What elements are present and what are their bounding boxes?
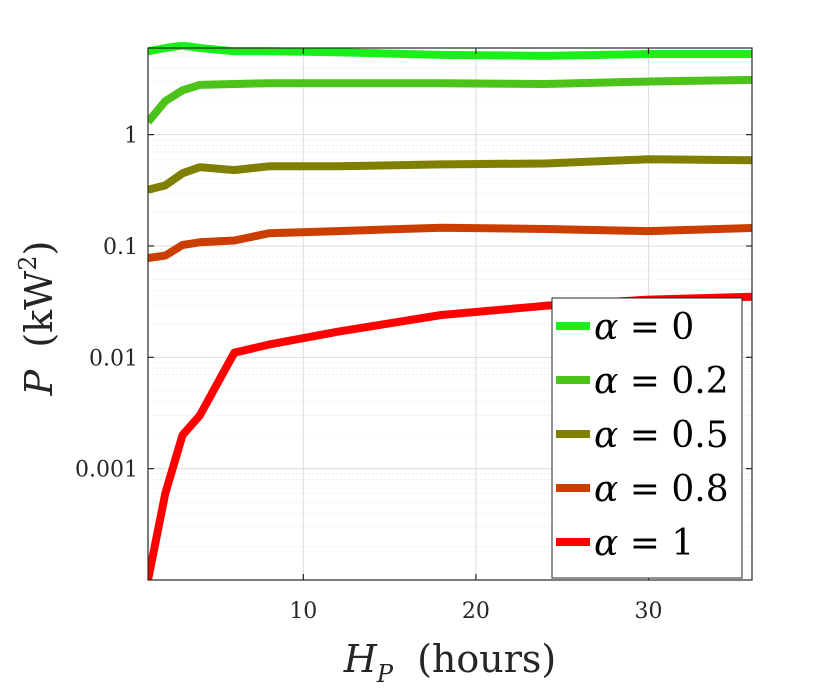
x-tick-label: 20 bbox=[462, 599, 490, 624]
x-axis-label-sub: P bbox=[376, 660, 394, 688]
series-line-1 bbox=[148, 75, 752, 125]
legend-label-4: α = 1 bbox=[594, 523, 694, 564]
y-axis-label-unit: (kW bbox=[17, 271, 61, 348]
x-axis-label-symbol: H bbox=[343, 637, 378, 681]
y-tick-label: 1 bbox=[124, 124, 138, 149]
y-tick-label: 0.1 bbox=[103, 235, 138, 260]
legend-label-0: α = 0 bbox=[594, 307, 694, 348]
y-axis-label-sup: 2 bbox=[14, 255, 42, 270]
y-tick-label: 0.01 bbox=[89, 346, 138, 371]
plot-area-border bbox=[147, 47, 753, 581]
y-tick-label: 0.001 bbox=[75, 458, 138, 483]
series-lines bbox=[148, 42, 752, 580]
x-tick-label: 30 bbox=[634, 599, 662, 624]
x-axis-label: HP (hours) bbox=[343, 637, 557, 689]
grid bbox=[148, 48, 752, 580]
y-axis-label-close: ) bbox=[17, 241, 61, 256]
series-line-2 bbox=[148, 155, 752, 194]
series-line-3 bbox=[148, 223, 752, 262]
y-axis-label: P (kW2) bbox=[14, 241, 61, 397]
legend-label-3: α = 0.8 bbox=[594, 469, 729, 510]
series-line-0 bbox=[148, 42, 752, 60]
y-axis-label-symbol: P bbox=[17, 368, 61, 396]
x-axis-label-unit: (hours) bbox=[417, 637, 556, 681]
axes: 0.001 0.01 0.1 1 10 20 30 bbox=[75, 47, 753, 624]
legend: α = 0 α = 0.2 α = 0.5 α = 0.8 α = 1 bbox=[551, 297, 743, 579]
legend-label-1: α = 0.2 bbox=[594, 361, 729, 402]
x-tick-label: 10 bbox=[289, 599, 317, 624]
legend-label-2: α = 0.5 bbox=[594, 415, 729, 456]
